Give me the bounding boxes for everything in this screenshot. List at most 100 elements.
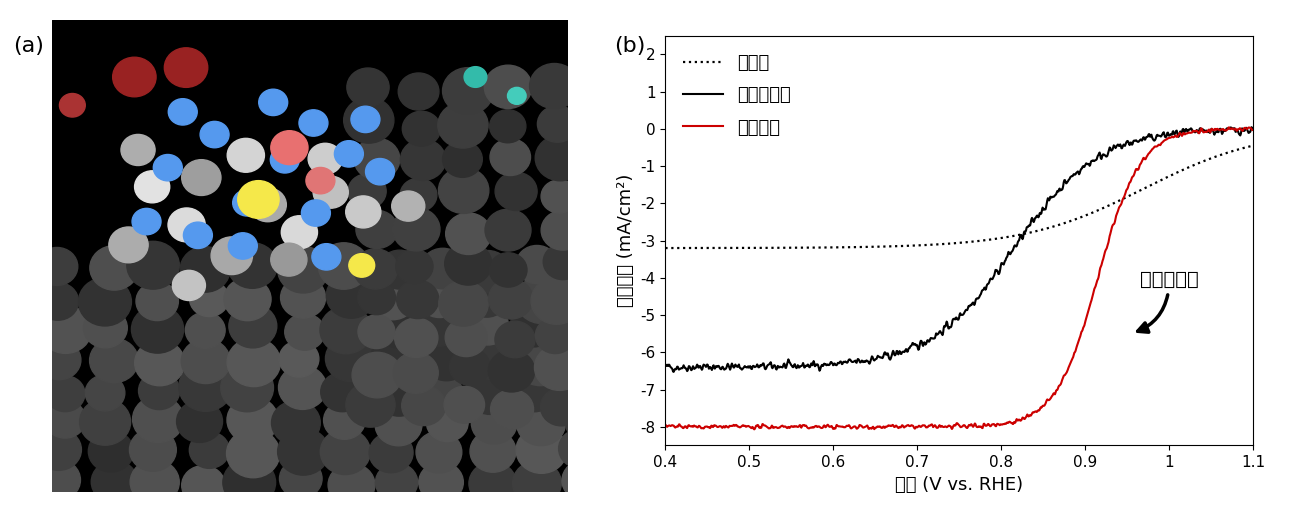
Circle shape — [426, 403, 468, 441]
Circle shape — [311, 244, 341, 270]
Circle shape — [307, 143, 342, 175]
Line: 新催化剑: 新催化剑 — [665, 127, 1253, 430]
Circle shape — [138, 372, 180, 410]
Circle shape — [535, 317, 575, 354]
碳电极 — [658, 245, 673, 251]
Circle shape — [134, 171, 169, 203]
Circle shape — [92, 461, 138, 503]
Circle shape — [354, 249, 398, 289]
Circle shape — [366, 159, 394, 185]
碳电极 — [1245, 142, 1261, 148]
新催化剑 — [747, 426, 762, 433]
Circle shape — [177, 400, 222, 442]
Circle shape — [298, 110, 328, 136]
Circle shape — [229, 304, 276, 348]
Circle shape — [513, 461, 562, 505]
鲄碳催化剑 — [1127, 138, 1142, 144]
Circle shape — [358, 280, 395, 315]
Circle shape — [346, 196, 381, 228]
Circle shape — [129, 429, 176, 471]
Circle shape — [344, 97, 394, 143]
Circle shape — [541, 180, 578, 213]
Circle shape — [282, 216, 318, 249]
Circle shape — [109, 227, 149, 263]
Circle shape — [178, 362, 233, 411]
Circle shape — [233, 189, 262, 216]
Circle shape — [355, 210, 398, 248]
Circle shape — [565, 307, 615, 353]
Circle shape — [84, 308, 128, 348]
Circle shape — [398, 73, 439, 110]
Circle shape — [320, 429, 371, 475]
Circle shape — [313, 176, 349, 208]
Circle shape — [227, 397, 278, 443]
Circle shape — [531, 278, 583, 324]
Circle shape — [200, 121, 229, 148]
碳电极 — [916, 242, 932, 248]
Circle shape — [438, 167, 488, 214]
新催化剑 — [1245, 127, 1261, 133]
Circle shape — [346, 382, 395, 427]
Circle shape — [490, 253, 527, 287]
鲄碳催化剑 — [658, 363, 673, 369]
鲄碳催化剑 — [895, 349, 911, 355]
Circle shape — [136, 282, 178, 321]
Circle shape — [535, 345, 585, 390]
Circle shape — [301, 200, 331, 226]
Circle shape — [568, 369, 610, 407]
Circle shape — [323, 401, 366, 439]
Circle shape — [469, 462, 517, 505]
Circle shape — [224, 278, 271, 321]
Text: (b): (b) — [614, 36, 645, 56]
Circle shape — [227, 338, 280, 387]
Circle shape — [349, 253, 375, 277]
Circle shape — [514, 339, 566, 386]
Circle shape — [358, 315, 395, 349]
Circle shape — [59, 94, 85, 117]
新催化剑 — [1062, 362, 1078, 368]
Circle shape — [401, 139, 446, 180]
Y-axis label: 电流密度 (mA/cm²): 电流密度 (mA/cm²) — [616, 174, 634, 307]
Circle shape — [180, 247, 230, 292]
Circle shape — [278, 246, 328, 293]
Circle shape — [417, 305, 463, 346]
Circle shape — [465, 369, 516, 414]
Circle shape — [379, 250, 421, 289]
Circle shape — [353, 352, 402, 398]
碳电极 — [1116, 196, 1132, 202]
Circle shape — [271, 243, 307, 276]
Circle shape — [470, 431, 516, 472]
Circle shape — [354, 138, 399, 180]
Circle shape — [183, 222, 212, 248]
鲄碳催化剑 — [718, 366, 734, 372]
Circle shape — [132, 208, 162, 234]
Circle shape — [370, 433, 413, 473]
Circle shape — [181, 339, 230, 383]
新催化剑 — [658, 421, 673, 428]
Circle shape — [488, 279, 532, 319]
Circle shape — [270, 146, 300, 173]
Circle shape — [370, 339, 417, 383]
Circle shape — [279, 366, 327, 410]
Circle shape — [466, 307, 509, 345]
Circle shape — [393, 208, 441, 251]
Circle shape — [444, 387, 484, 423]
Circle shape — [446, 213, 491, 254]
Circle shape — [45, 376, 85, 412]
新催化剑 — [917, 422, 933, 429]
Circle shape — [249, 188, 287, 222]
Circle shape — [566, 406, 606, 441]
Circle shape — [516, 427, 567, 473]
Line: 鲄碳催化剑: 鲄碳催化剑 — [665, 127, 1253, 372]
Circle shape — [35, 459, 80, 501]
Circle shape — [229, 233, 257, 259]
Circle shape — [37, 283, 79, 320]
Circle shape — [130, 460, 180, 504]
Circle shape — [375, 371, 424, 416]
Circle shape — [561, 278, 601, 314]
Circle shape — [491, 390, 534, 429]
Circle shape — [465, 250, 510, 292]
Circle shape — [466, 280, 508, 317]
碳电极 — [1061, 219, 1076, 225]
鲄碳催化剑 — [1245, 126, 1261, 132]
